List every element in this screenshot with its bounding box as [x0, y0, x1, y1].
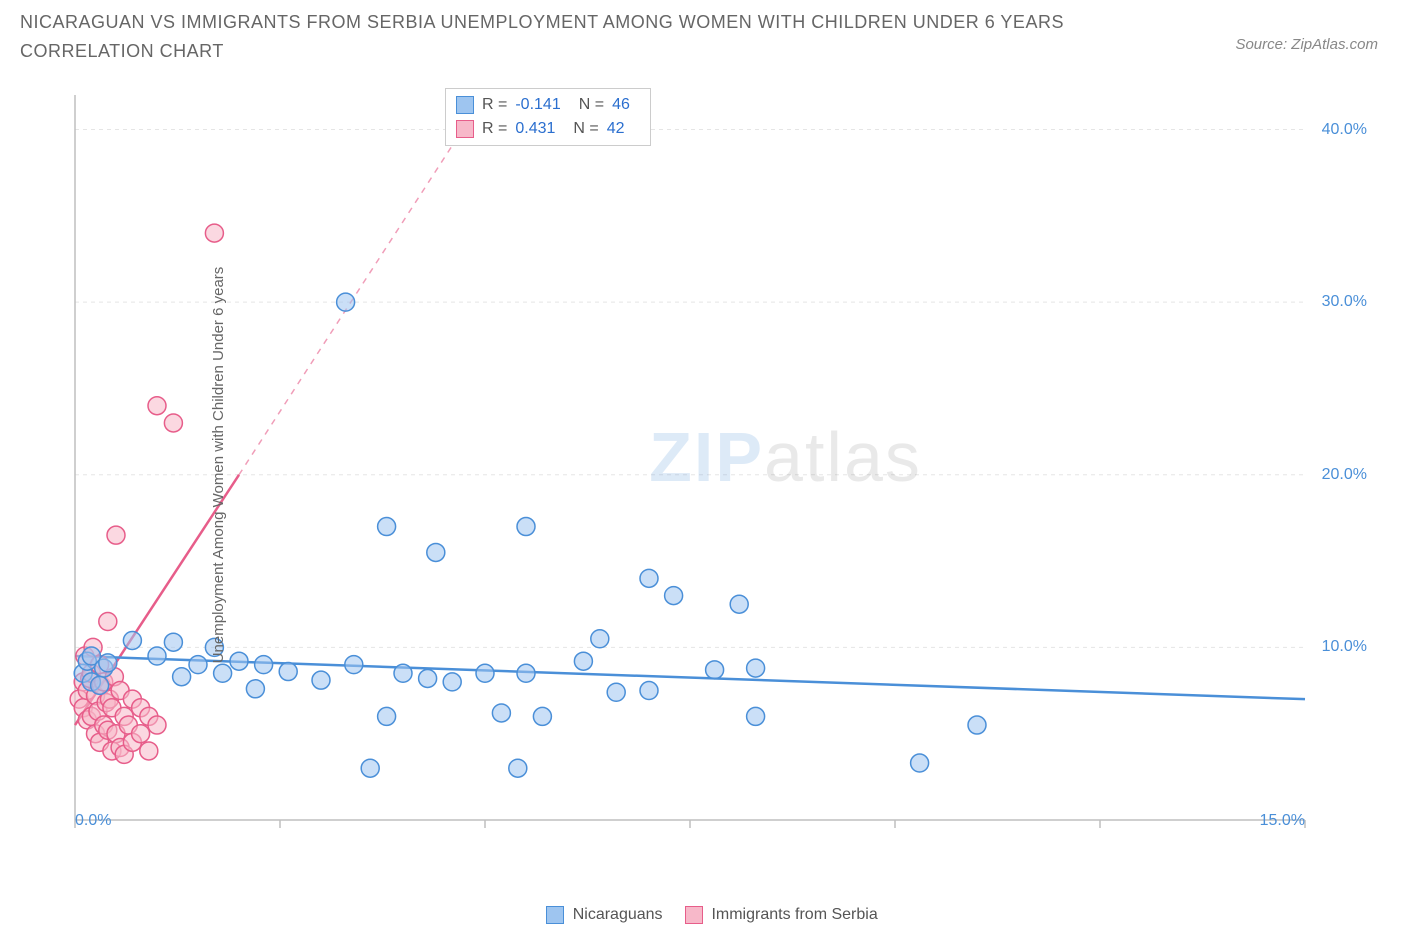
n-label: N = — [579, 93, 604, 117]
y-tick-label: 10.0% — [1322, 638, 1367, 656]
scatter-chart: ZIPatlas 10.0%20.0%30.0%40.0%0.0%15.0% — [65, 85, 1375, 860]
bottom-legend: Nicaraguans Immigrants from Serbia — [0, 906, 1406, 924]
swatch-nicaraguans — [456, 96, 474, 114]
chart-title: NICARAGUAN VS IMMIGRANTS FROM SERBIA UNE… — [20, 8, 1120, 66]
r-label: R = — [482, 117, 507, 141]
swatch-serbia — [456, 120, 474, 138]
stats-row-nicaraguans: R = -0.141 N = 46 — [456, 93, 640, 117]
n-value-serbia: 42 — [607, 117, 625, 141]
legend-label-nicaraguans: Nicaraguans — [573, 906, 663, 923]
x-tick-label: 15.0% — [1260, 812, 1305, 830]
r-value-nicaraguans: -0.141 — [515, 93, 560, 117]
source-attribution: Source: ZipAtlas.com — [1235, 36, 1378, 53]
r-value-serbia: 0.431 — [515, 117, 555, 141]
x-tick-label: 0.0% — [75, 812, 111, 830]
n-value-nicaraguans: 46 — [612, 93, 630, 117]
chart-svg — [65, 85, 1375, 860]
y-axis-label: Unemployment Among Women with Children U… — [210, 267, 227, 664]
legend-label-serbia: Immigrants from Serbia — [711, 906, 877, 923]
stats-row-serbia: R = 0.431 N = 42 — [456, 117, 640, 141]
r-label: R = — [482, 93, 507, 117]
n-label: N = — [573, 117, 598, 141]
y-tick-label: 30.0% — [1322, 293, 1367, 311]
legend-swatch-serbia — [685, 906, 703, 924]
stats-legend: R = -0.141 N = 46 R = 0.431 N = 42 — [445, 88, 651, 146]
y-tick-label: 40.0% — [1322, 121, 1367, 139]
y-tick-label: 20.0% — [1322, 466, 1367, 484]
legend-swatch-nicaraguans — [546, 906, 564, 924]
